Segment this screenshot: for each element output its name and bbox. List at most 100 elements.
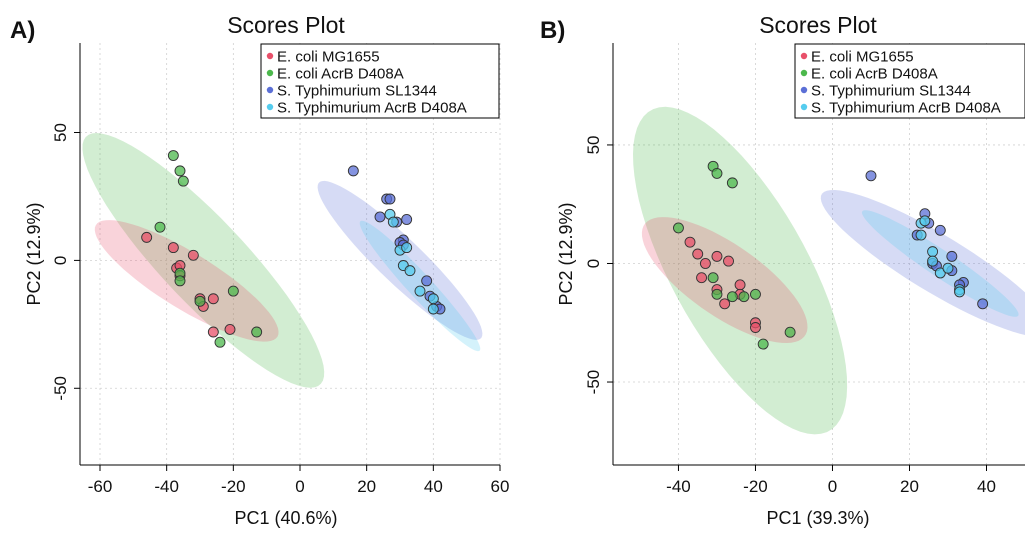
- x-tick-label: 0: [828, 477, 837, 496]
- legend-entry: E. coli AcrB D408A: [811, 66, 938, 83]
- x-tick-label: 40: [977, 477, 996, 496]
- data-point: [404, 265, 416, 277]
- data-point: [401, 242, 413, 254]
- points-layer: [141, 150, 446, 348]
- data-point: [750, 288, 761, 300]
- x-tick-label: -60: [88, 477, 113, 496]
- chart-title: Scores Plot: [759, 12, 877, 38]
- panel-label: B): [540, 17, 565, 44]
- data-point: [707, 272, 719, 284]
- data-point: [915, 229, 927, 241]
- x-tick-label: 40: [424, 477, 443, 496]
- legend-entry: E. coli AcrB D408A: [277, 66, 404, 83]
- data-point: [726, 177, 738, 189]
- chart-title: Scores Plot: [227, 12, 345, 38]
- data-point: [154, 221, 166, 233]
- legend-swatch: [800, 52, 808, 60]
- data-point: [684, 236, 696, 248]
- data-point: [174, 275, 186, 287]
- x-tick-label: -40: [154, 477, 179, 496]
- points-layer: [673, 160, 989, 350]
- data-point: [784, 326, 796, 338]
- confidence-ellipse: [641, 217, 808, 343]
- legend-box: [260, 43, 500, 119]
- chart-panel-b: -40 -20 0 20 40 -50 0 50 PC1 (39.3%) PC2 (12.9%) S…: [540, 12, 1025, 528]
- x-tick-label: -20: [221, 477, 246, 496]
- legend-swatch: [800, 69, 808, 77]
- confidence-ellipse: [82, 133, 325, 388]
- data-point: [954, 286, 965, 298]
- y-tick-label: -50: [51, 376, 70, 401]
- data-point: [227, 285, 239, 297]
- data-point: [347, 165, 359, 177]
- data-point: [414, 285, 426, 297]
- data-point: [934, 224, 946, 236]
- y-tick-label: 50: [51, 123, 70, 142]
- data-point: [696, 272, 708, 284]
- legend-swatch: [266, 103, 274, 111]
- data-point: [711, 167, 723, 179]
- data-point: [734, 279, 746, 291]
- data-point: [207, 293, 219, 305]
- data-point: [251, 326, 263, 338]
- data-point: [374, 211, 386, 223]
- data-point: [187, 249, 199, 261]
- data-point: [167, 242, 179, 254]
- legend-swatch: [266, 69, 274, 77]
- data-point: [750, 322, 761, 333]
- data-point: [167, 150, 179, 161]
- legend-swatch: [266, 52, 274, 60]
- data-point: [942, 262, 954, 274]
- data-point: [194, 295, 206, 307]
- data-point: [214, 336, 226, 348]
- data-point: [673, 222, 684, 234]
- y-tick-label: 0: [51, 256, 70, 265]
- data-point: [934, 267, 946, 279]
- y-tick-label: 0: [584, 259, 603, 268]
- x-tick-label: 20: [900, 477, 919, 496]
- x-axis-title: PC1 (39.3%): [766, 508, 869, 528]
- data-point: [865, 170, 877, 182]
- legend-entry: E. coli MG1655: [811, 49, 914, 66]
- legend-entry: S. Typhimurium SL1344: [277, 83, 437, 100]
- confidence-ellipse: [633, 106, 848, 435]
- x-tick-label: 0: [295, 477, 304, 496]
- data-point: [711, 288, 723, 300]
- data-point: [919, 215, 931, 227]
- data-point: [174, 165, 186, 177]
- data-point: [207, 326, 219, 338]
- x-tick-label: -20: [743, 477, 768, 496]
- legend-swatch: [266, 86, 274, 94]
- data-point: [141, 231, 153, 243]
- legend-swatch: [800, 103, 808, 111]
- chart-panel-a: -60 -40 -20 0 20 40 60 -50 0 50 PC1 (40.6%) PC2 (12…: [10, 12, 509, 528]
- confidence-ellipse: [317, 180, 483, 340]
- data-point: [927, 255, 939, 267]
- data-point: [927, 246, 939, 258]
- data-point: [427, 293, 439, 305]
- legend-entry: E. coli MG1655: [277, 49, 380, 66]
- data-point: [711, 250, 723, 262]
- data-point: [427, 303, 439, 315]
- data-point: [384, 193, 396, 205]
- data-point: [421, 275, 433, 287]
- data-point: [177, 175, 189, 187]
- data-point: [401, 214, 413, 225]
- data-point: [738, 291, 750, 303]
- data-point: [224, 323, 236, 335]
- legend-entry: S. Typhimurium SL1344: [811, 83, 971, 100]
- data-point: [387, 216, 399, 228]
- legend-entry: S. Typhimurium AcrB D408A: [277, 100, 467, 117]
- data-point: [719, 298, 731, 310]
- panel-label: A): [10, 17, 35, 44]
- y-tick-label: 50: [584, 135, 603, 154]
- y-axis-title: PC2 (12.9%): [556, 202, 576, 305]
- data-point: [946, 250, 958, 262]
- x-tick-label: 60: [491, 477, 510, 496]
- data-point: [699, 258, 711, 269]
- y-tick-label: -50: [584, 370, 603, 395]
- confidence-ellipse: [820, 190, 1025, 336]
